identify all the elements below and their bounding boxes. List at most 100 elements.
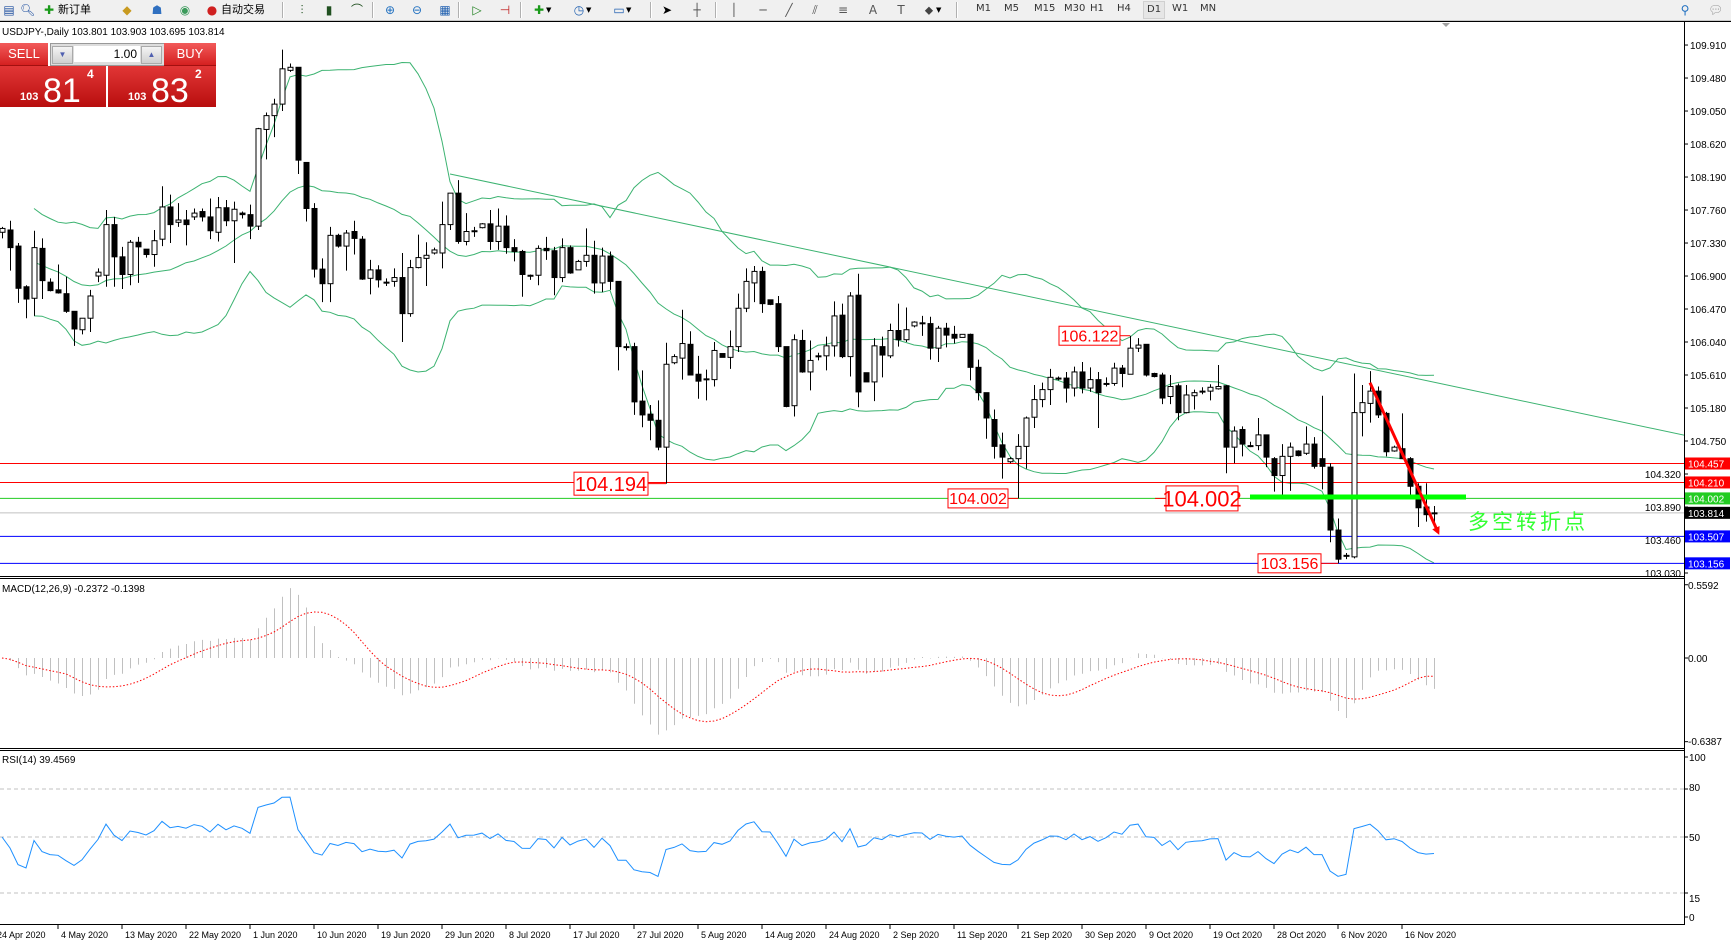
candle bbox=[1079, 361, 1086, 394]
timeframe-w1[interactable]: W1 bbox=[1172, 3, 1189, 14]
candle bbox=[295, 66, 302, 174]
lot-decrease-button[interactable]: ▼ bbox=[52, 46, 73, 64]
candle-body-bull bbox=[415, 257, 422, 269]
cursor-icon[interactable]: ➤ bbox=[661, 3, 673, 17]
candle-body-bull bbox=[583, 254, 590, 262]
price-label[interactable]: 104.194 bbox=[573, 471, 666, 496]
trendline[interactable] bbox=[449, 173, 1730, 445]
candle-body-bear bbox=[839, 314, 846, 358]
equidistant-channel-icon[interactable]: ⫽ bbox=[812, 3, 818, 17]
navigator-icon[interactable]: ☗ bbox=[151, 3, 163, 17]
templates-icon[interactable]: ▭ ▼ bbox=[613, 3, 632, 17]
candle-body-bear bbox=[1079, 371, 1086, 389]
date-axis-label: 22 May 2020 bbox=[189, 930, 241, 940]
chat-icon[interactable]: 💬︎ bbox=[1708, 3, 1724, 17]
timeframe-m30[interactable]: M30 bbox=[1064, 3, 1086, 14]
price-label[interactable]: 104.002 bbox=[947, 488, 1018, 509]
candle-body-bull bbox=[1231, 430, 1238, 448]
timeframe-mn[interactable]: MN bbox=[1200, 3, 1217, 14]
chart-shift-marker[interactable] bbox=[1442, 23, 1450, 27]
timeframe-d1[interactable]: D1 bbox=[1143, 1, 1166, 19]
crosshair-icon[interactable]: ┼ bbox=[693, 3, 701, 17]
trendline-icon[interactable]: ╱ bbox=[785, 3, 793, 17]
candle bbox=[919, 315, 926, 336]
signals-icon[interactable]: ◉ bbox=[179, 3, 191, 17]
candle bbox=[1191, 389, 1198, 410]
new-order-button[interactable]: ✚ 新订单 bbox=[42, 1, 91, 19]
bid-price-button[interactable]: 103 81 4 bbox=[0, 66, 106, 110]
arrows-icon[interactable]: ⬥ ▼ bbox=[924, 3, 942, 17]
candle bbox=[375, 265, 382, 288]
date-axis-label: 16 Nov 2020 bbox=[1405, 930, 1456, 940]
candle bbox=[23, 285, 30, 319]
date-axis-label: 10 Jun 2020 bbox=[317, 930, 367, 940]
candle bbox=[655, 400, 662, 451]
sell-button[interactable]: SELL bbox=[0, 43, 48, 66]
auto-trading-button[interactable]: ● 自动交易 bbox=[205, 1, 265, 19]
profiles-icon[interactable]: 🔍︎ bbox=[20, 3, 36, 17]
candle bbox=[863, 372, 870, 383]
indicators-icon[interactable]: ✚ ▼ bbox=[533, 3, 552, 17]
annotation-text: 多空转折点 bbox=[1468, 511, 1588, 534]
ask-price-button[interactable]: 103 83 2 bbox=[108, 66, 216, 110]
candle bbox=[463, 213, 470, 246]
candle bbox=[567, 245, 574, 274]
price-label[interactable]: 104.002 bbox=[1155, 485, 1242, 512]
candle-body-bull bbox=[679, 343, 686, 359]
horizontal-line-icon[interactable]: ─ bbox=[759, 3, 767, 17]
candle-body-bull bbox=[1287, 446, 1294, 457]
candle bbox=[239, 211, 246, 219]
candle bbox=[1295, 450, 1302, 457]
tile-windows-icon[interactable]: ▦ bbox=[439, 3, 451, 17]
price-label-text: 103.156 bbox=[1261, 556, 1319, 573]
timeframe-m15[interactable]: M15 bbox=[1034, 3, 1056, 14]
candle-body-bear bbox=[23, 286, 30, 300]
bar-chart-icon[interactable]: ⫶ bbox=[300, 3, 304, 17]
price-axis-label: 105.610 bbox=[1690, 371, 1727, 382]
candle-body-bull bbox=[383, 281, 390, 284]
vertical-line-icon[interactable]: │ bbox=[730, 3, 738, 17]
candle bbox=[527, 274, 534, 280]
auto-scroll-icon[interactable]: ▷ bbox=[472, 3, 482, 17]
candle-body-bull bbox=[151, 240, 158, 256]
new-chart-icon[interactable]: ▤ bbox=[3, 3, 15, 17]
candle bbox=[1247, 441, 1254, 448]
lot-increase-button[interactable]: ▲ bbox=[141, 46, 162, 64]
lot-input[interactable] bbox=[74, 46, 140, 62]
candle-body-bull bbox=[1023, 417, 1030, 447]
metaeditor-icon[interactable]: ◆ bbox=[122, 3, 132, 17]
search-icon[interactable]: ⚲ bbox=[1680, 3, 1690, 17]
candle bbox=[351, 220, 358, 255]
zoom-in-icon[interactable]: ⊕ bbox=[384, 3, 396, 17]
price-label[interactable]: 106.122 bbox=[1058, 325, 1130, 346]
text-label-icon[interactable]: T bbox=[897, 3, 905, 17]
periods-icon[interactable]: ◷ ▼ bbox=[573, 3, 592, 17]
zoom-out-icon[interactable]: ⊖ bbox=[411, 3, 423, 17]
timeframe-m5[interactable]: M5 bbox=[1004, 3, 1019, 14]
candle bbox=[719, 353, 726, 358]
candle bbox=[695, 355, 702, 399]
candle-body-bear bbox=[783, 346, 790, 407]
line-chart-icon[interactable]: ⌒ bbox=[350, 3, 363, 17]
price-label-box bbox=[947, 488, 1009, 509]
candle-body-bear bbox=[719, 353, 726, 358]
candle-body-bear bbox=[295, 66, 302, 161]
down-arrow[interactable] bbox=[1368, 382, 1440, 535]
chart-shift-icon[interactable]: ⊣ bbox=[499, 3, 511, 17]
timeframe-h4[interactable]: H4 bbox=[1117, 3, 1131, 14]
candle-body-bear bbox=[1063, 377, 1070, 389]
timeframe-m1[interactable]: M1 bbox=[976, 3, 991, 14]
macd-axis-label: -0.6387 bbox=[1688, 737, 1722, 748]
fibonacci-icon[interactable]: ≡ bbox=[837, 3, 849, 17]
bollinger-upper-band bbox=[33, 61, 1435, 376]
price-tag-text: 104.210 bbox=[1688, 478, 1725, 489]
timeframe-h1[interactable]: H1 bbox=[1090, 3, 1104, 14]
price-label[interactable]: 103.156 bbox=[1257, 553, 1338, 574]
candlestick-icon[interactable]: ▮ bbox=[325, 3, 333, 17]
price-label-box bbox=[1058, 325, 1121, 346]
text-icon[interactable]: A bbox=[868, 3, 878, 17]
buy-button[interactable]: BUY bbox=[164, 43, 216, 66]
candle-body-bull bbox=[103, 224, 110, 276]
candle bbox=[1263, 434, 1270, 468]
